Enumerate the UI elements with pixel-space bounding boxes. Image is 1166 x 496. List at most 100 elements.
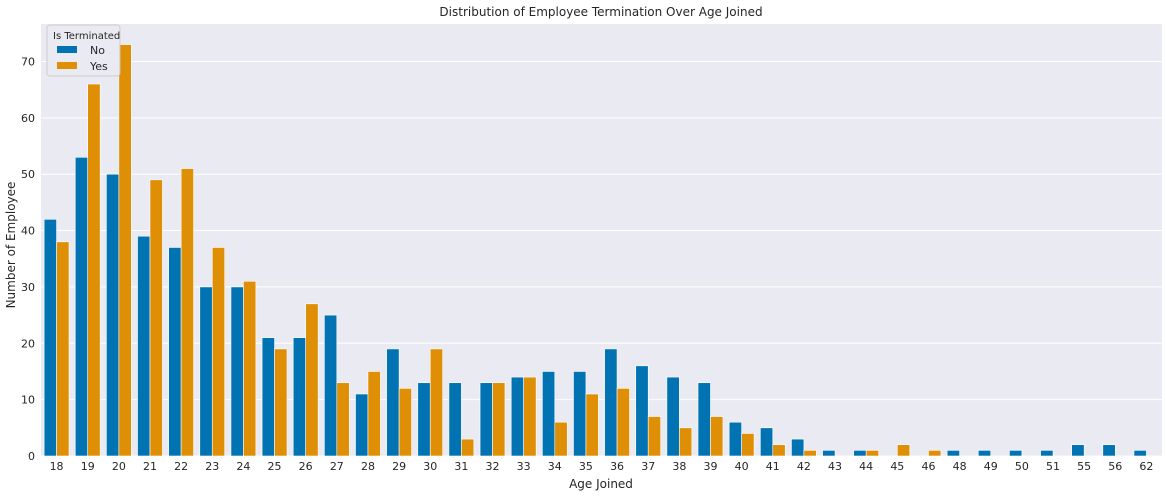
bar-no-39 [697, 382, 711, 457]
x-tick-label: 28 [361, 460, 375, 473]
bar-yes-28 [367, 371, 381, 457]
x-tick-label: 44 [859, 460, 873, 473]
bar-no-62 [1133, 450, 1147, 457]
bar-yes-38 [679, 427, 693, 457]
bar-yes-32 [492, 382, 506, 457]
bar-no-29 [386, 348, 400, 457]
bar-no-35 [573, 371, 587, 457]
bar-no-48 [946, 450, 960, 457]
bar-no-19 [74, 156, 89, 457]
x-tick-label: 48 [953, 460, 967, 473]
bar-no-56 [1102, 444, 1116, 457]
y-tick-label: 0 [28, 450, 35, 463]
bar-yes-39 [710, 416, 724, 457]
bar-yes-22 [180, 168, 194, 457]
bar-no-33 [510, 376, 524, 457]
bar-no-24 [230, 286, 244, 457]
x-tick-label: 43 [828, 460, 842, 473]
bar-no-28 [355, 393, 369, 457]
bar-yes-21 [149, 179, 163, 457]
x-tick-label: 31 [454, 460, 468, 473]
x-tick-label: 35 [579, 460, 593, 473]
x-tick-label: 36 [610, 460, 624, 473]
x-tick-label: 27 [330, 460, 344, 473]
bar-no-25 [261, 337, 275, 457]
bar-yes-26 [305, 303, 319, 457]
bar-no-32 [479, 382, 493, 457]
x-tick-label: 25 [268, 460, 282, 473]
legend-label-yes: Yes [89, 60, 108, 73]
bar-yes-40 [741, 433, 755, 457]
plot-area [41, 24, 1162, 456]
bar-no-37 [635, 365, 649, 457]
x-tick-label: 24 [236, 460, 250, 473]
bar-yes-35 [585, 393, 599, 457]
legend-swatch-yes [57, 62, 77, 69]
bar-no-50 [1009, 450, 1023, 457]
legend-label-no: No [90, 44, 105, 57]
x-tick-label: 23 [205, 460, 219, 473]
bar-yes-41 [772, 444, 786, 457]
bar-yes-27 [336, 382, 350, 457]
bar-yes-36 [616, 388, 630, 457]
bar-no-30 [417, 382, 431, 457]
x-tick-label: 50 [1015, 460, 1029, 473]
bars [43, 44, 1147, 457]
gridlines [41, 60, 1162, 457]
x-tick-label: 33 [517, 460, 531, 473]
bar-yes-31 [461, 438, 475, 457]
bar-no-22 [168, 247, 182, 457]
bar-no-31 [448, 382, 462, 457]
bar-no-42 [791, 438, 805, 457]
bar-yes-33 [523, 376, 537, 457]
x-tick-label: 20 [112, 460, 126, 473]
legend: Is Terminated No Yes [46, 24, 121, 77]
bar-yes-19 [87, 83, 101, 457]
x-tick-label: 32 [486, 460, 500, 473]
y-tick-label: 10 [21, 394, 35, 407]
y-axis-label: Number of Employee [4, 182, 18, 309]
x-tick-label: 26 [299, 460, 313, 473]
x-tick-label: 40 [735, 460, 749, 473]
bar-no-26 [292, 337, 306, 457]
x-tick-label: 45 [890, 460, 904, 473]
bar-yes-25 [274, 348, 288, 457]
x-tick-label: 22 [174, 460, 188, 473]
bar-yes-24 [243, 280, 257, 457]
y-tick-label: 60 [21, 112, 35, 125]
bar-no-49 [977, 450, 992, 457]
x-tick-label: 37 [641, 460, 655, 473]
bar-yes-30 [429, 348, 443, 457]
legend-swatch-no [57, 46, 77, 53]
y-tick-label: 30 [21, 281, 35, 294]
bar-no-55 [1071, 444, 1085, 457]
x-tick-label: 56 [1108, 460, 1122, 473]
x-tick-label: 21 [143, 460, 157, 473]
bar-yes-34 [554, 421, 568, 457]
bar-no-43 [822, 450, 836, 457]
bar-no-27 [324, 314, 338, 457]
y-tick-label: 50 [21, 168, 35, 181]
bar-yes-29 [398, 388, 412, 457]
x-tick-label: 39 [703, 460, 717, 473]
y-tick-label: 70 [21, 55, 35, 68]
bar-no-20 [106, 173, 120, 457]
bar-no-36 [604, 348, 618, 457]
bar-no-21 [137, 235, 151, 457]
x-tick-label: 30 [423, 460, 437, 473]
bar-yes-23 [211, 247, 226, 457]
bar-yes-37 [647, 416, 661, 457]
x-tick-label: 62 [1139, 460, 1153, 473]
x-tick-label: 46 [921, 460, 935, 473]
bar-yes-42 [803, 450, 817, 457]
bar-yes-46 [928, 450, 942, 457]
y-tick-label: 40 [21, 225, 35, 238]
x-tick-label: 29 [392, 460, 406, 473]
bar-yes-45 [897, 444, 911, 457]
x-tick-label: 19 [81, 460, 95, 473]
bar-no-38 [666, 376, 680, 457]
y-tick-label: 20 [21, 337, 35, 350]
chart-title: Distribution of Employee Termination Ove… [439, 5, 762, 19]
x-tick-label: 42 [797, 460, 811, 473]
